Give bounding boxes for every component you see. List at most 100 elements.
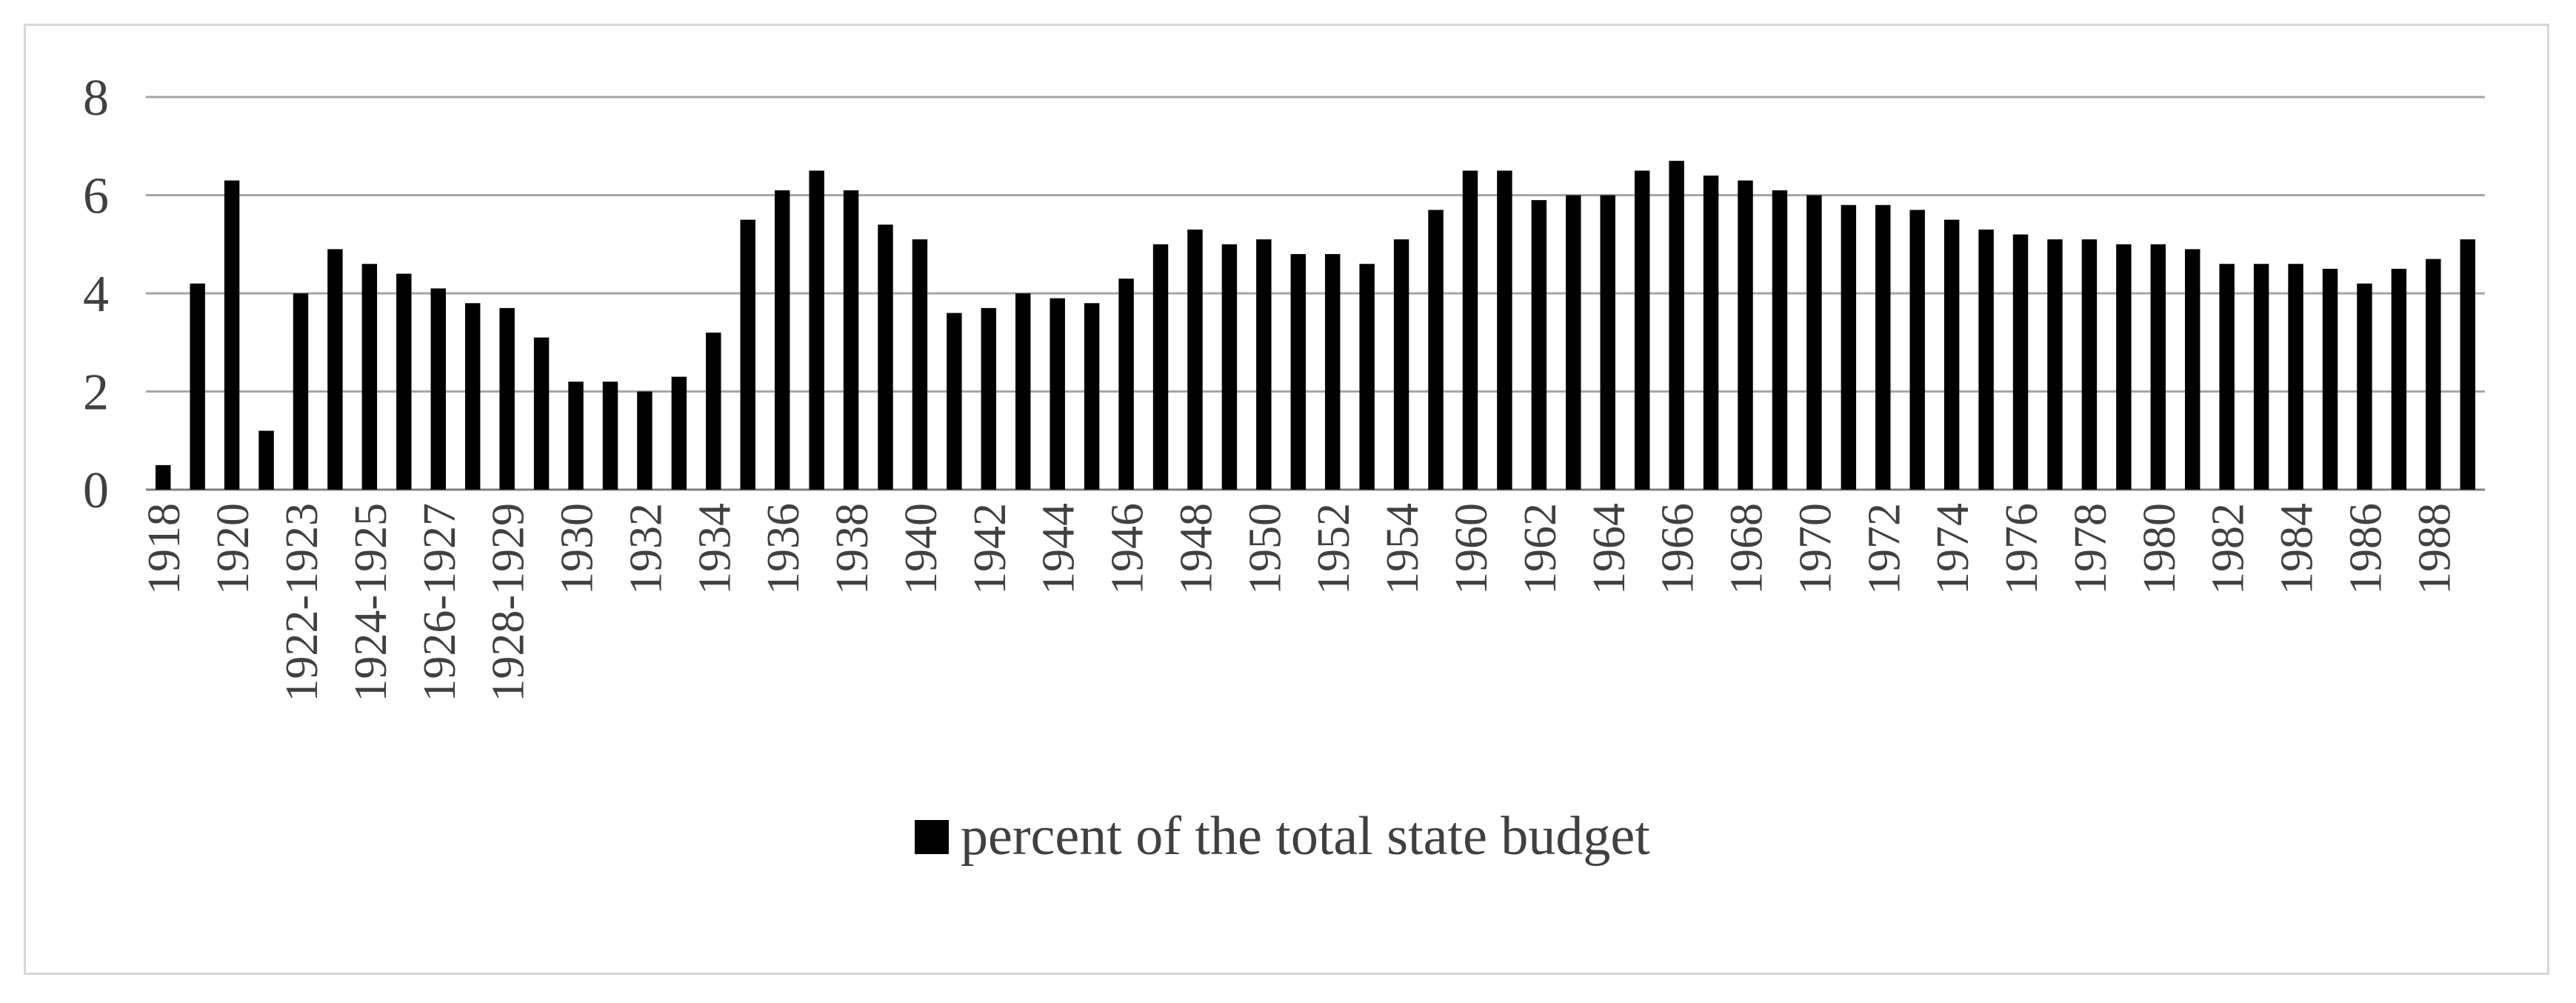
x-tick-label: 1986: [2340, 503, 2391, 595]
y-tick-label: 6: [83, 168, 109, 225]
bar: [981, 307, 997, 490]
bar: [1841, 204, 1857, 490]
x-tick-label: 1980: [2135, 503, 2185, 595]
x-tick-label: 1978: [2066, 503, 2116, 595]
x-tick-label: 1940: [896, 503, 947, 595]
bar: [1393, 239, 1409, 490]
bar: [1669, 161, 1684, 490]
x-tick-label: 1962: [1515, 503, 1566, 595]
x-tick-label: 1948: [1171, 503, 1221, 595]
bar: [327, 249, 343, 490]
bar: [2081, 239, 2098, 490]
bar: [2253, 264, 2269, 490]
grid-layer: [146, 96, 2485, 491]
bars: [156, 161, 2475, 490]
x-tick-label: 1938: [827, 503, 878, 595]
x-tick-label: 1976: [1997, 503, 2047, 595]
bar: [1943, 219, 1960, 490]
bar: [224, 180, 240, 490]
x-tick-label: 1926-1927: [415, 503, 465, 702]
bar: [843, 190, 859, 490]
bar: [671, 376, 687, 490]
bar: [1703, 176, 1719, 490]
bar: [464, 303, 481, 490]
bar: [533, 337, 550, 490]
x-tick-label: 1920: [208, 503, 258, 595]
bar: [809, 170, 824, 490]
bar: [2047, 239, 2063, 490]
x-tick-label: 1954: [1378, 503, 1428, 595]
x-tick-label: 1974: [1928, 503, 1978, 595]
bar: [637, 391, 653, 490]
x-tick-label: 1972: [1859, 503, 1909, 595]
bar: [2357, 283, 2372, 490]
bar: [2219, 264, 2235, 490]
x-tick-label: 1932: [621, 503, 671, 595]
bar: [2150, 244, 2166, 490]
bar: [740, 219, 755, 490]
x-tick-label: 1966: [1653, 503, 1704, 595]
legend: percent of the total state budget: [915, 805, 1650, 868]
bar: [1050, 298, 1065, 490]
x-tick-label: 1952: [1309, 503, 1359, 595]
y-tick-label: 4: [83, 266, 109, 323]
x-tick-label: 1968: [1722, 503, 1772, 595]
bar-chart: 0 2 4 6 8 1918 1920 1922-1923 1924-1925 1926-192…: [83, 70, 2485, 702]
x-tick-label: 1936: [758, 503, 809, 595]
x-tick-label: 1960: [1447, 503, 1497, 595]
bar: [396, 273, 412, 490]
x-tick-label: 1950: [1240, 503, 1290, 595]
x-tick-labels: 1918 1920 1922-1923 1924-1925 1926-1927 1928-…: [139, 503, 2460, 702]
x-tick-label: 1944: [1034, 503, 1084, 595]
bar: [1806, 195, 1822, 490]
bar: [1325, 254, 1341, 490]
y-tick-label: 0: [83, 462, 109, 519]
bar: [2012, 234, 2029, 490]
bar: [912, 239, 928, 490]
bar: [2322, 268, 2338, 490]
x-tick-label: 1964: [1584, 503, 1635, 595]
bar: [602, 381, 618, 490]
bar: [1566, 195, 1581, 490]
bar: [878, 224, 893, 490]
bar: [1634, 170, 1650, 490]
bar: [1462, 170, 1478, 490]
y-tick-labels: 0 2 4 6 8: [83, 70, 109, 519]
y-tick-label: 8: [83, 70, 109, 127]
bar: [774, 190, 790, 490]
bar: [1428, 210, 1444, 490]
bar: [1600, 195, 1615, 490]
bar: [156, 464, 171, 490]
bar: [1497, 170, 1512, 490]
x-tick-label: 1930: [553, 503, 603, 595]
bar: [258, 430, 274, 490]
bar: [1118, 279, 1134, 490]
x-tick-label: 1988: [2409, 503, 2460, 595]
bar: [1256, 239, 1272, 490]
bar: [430, 288, 446, 490]
x-tick-label: 1922-1923: [277, 503, 327, 702]
bar: [1084, 303, 1100, 490]
x-tick-label: 1946: [1103, 503, 1153, 595]
bar: [1978, 229, 1994, 490]
x-tick-label: 1982: [2203, 503, 2254, 595]
bar: [1738, 180, 1753, 490]
bar: [706, 333, 721, 490]
y-tick-label: 2: [83, 364, 109, 421]
legend-swatch: [915, 819, 949, 854]
bar: [568, 381, 584, 490]
bar: [2391, 268, 2407, 490]
x-tick-label: 1924-1925: [346, 503, 396, 702]
bar: [361, 264, 378, 490]
bar: [2460, 239, 2475, 490]
bar: [2288, 264, 2303, 490]
bar: [1909, 210, 1925, 490]
bar: [1875, 204, 1891, 490]
bar: [1531, 200, 1547, 490]
bar: [1187, 229, 1203, 490]
bar: [1290, 254, 1306, 490]
bar: [2185, 249, 2200, 490]
bar: [499, 307, 515, 490]
bar: [1015, 293, 1031, 490]
x-tick-label: 1984: [2272, 503, 2323, 595]
